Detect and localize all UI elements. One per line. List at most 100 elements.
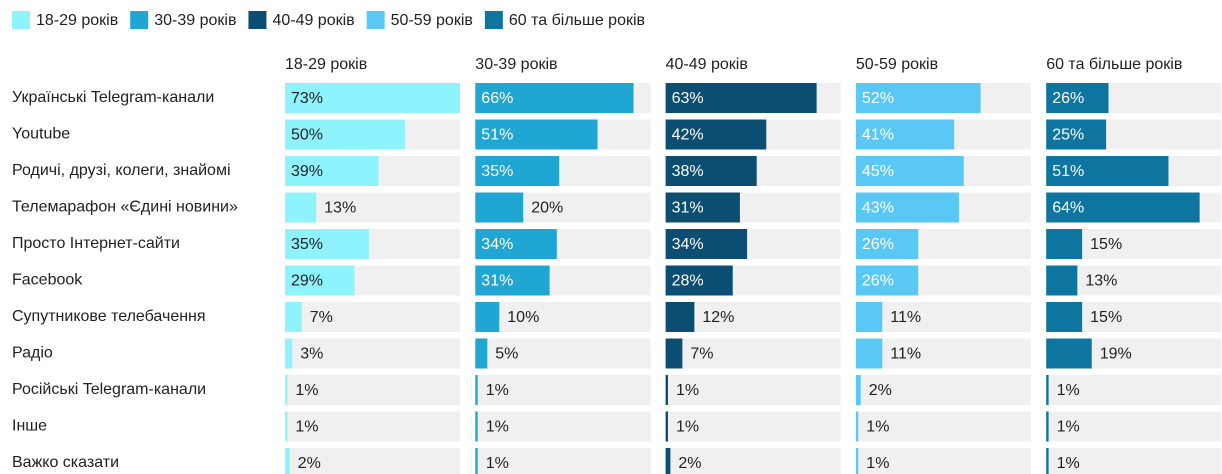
bar-background xyxy=(855,411,1031,442)
bar xyxy=(1046,192,1200,223)
bar xyxy=(1046,411,1049,442)
bar xyxy=(665,375,668,405)
value-label: 15% xyxy=(1090,309,1122,326)
category-label: Супутникове телебачення xyxy=(12,308,206,325)
value-label: 1% xyxy=(486,455,509,472)
legend-label: 30-39 років xyxy=(154,12,236,29)
legend-label: 50-59 років xyxy=(391,12,473,29)
column-header: 18-29 років xyxy=(285,56,367,73)
bar xyxy=(1046,338,1092,369)
value-label: 50% xyxy=(291,127,323,144)
value-label: 1% xyxy=(866,419,889,436)
value-label: 73% xyxy=(291,90,323,107)
value-label: 35% xyxy=(481,163,513,180)
legend-label: 60 та більше років xyxy=(509,12,645,29)
value-label: 1% xyxy=(295,382,318,399)
bar xyxy=(855,265,919,296)
category-label: Важко сказати xyxy=(12,454,119,471)
value-label: 11% xyxy=(890,309,921,326)
bar xyxy=(665,411,668,442)
value-label: 64% xyxy=(1052,200,1084,217)
value-label: 11% xyxy=(890,346,921,363)
value-label: 31% xyxy=(481,273,513,290)
bar xyxy=(285,375,288,405)
bar xyxy=(1046,229,1083,259)
bar xyxy=(665,448,671,474)
bar xyxy=(475,411,478,442)
bar xyxy=(475,375,478,405)
category-label: Інше xyxy=(12,418,47,435)
bar xyxy=(285,156,379,186)
bar xyxy=(1046,265,1078,296)
bar xyxy=(855,83,981,113)
bar xyxy=(665,83,817,113)
value-label: 1% xyxy=(486,419,509,436)
bar xyxy=(855,338,883,369)
value-label: 51% xyxy=(1052,163,1084,180)
value-label: 25% xyxy=(1052,127,1084,144)
bar-background xyxy=(855,448,1031,474)
value-label: 1% xyxy=(486,382,509,399)
legend-swatch xyxy=(130,11,149,29)
bar xyxy=(475,229,557,259)
value-label: 1% xyxy=(1057,382,1080,399)
bar xyxy=(475,119,598,150)
bar xyxy=(475,338,488,369)
bar-background xyxy=(665,375,841,405)
value-label: 28% xyxy=(672,273,704,290)
category-label: Youtube xyxy=(12,126,70,143)
category-label: Просто Інтернет-сайти xyxy=(12,235,180,252)
legend-label: 18-29 років xyxy=(36,12,118,29)
value-label: 63% xyxy=(672,90,704,107)
value-label: 1% xyxy=(1057,419,1080,436)
bar xyxy=(1046,302,1083,332)
column-header: 40-49 років xyxy=(666,56,748,73)
value-label: 31% xyxy=(672,200,704,217)
legend-swatch xyxy=(366,11,385,29)
category-label: Українські Telegram-канали xyxy=(12,89,214,106)
category-label: Facebook xyxy=(12,272,83,289)
bar xyxy=(855,156,964,186)
value-label: 38% xyxy=(672,163,704,180)
bar xyxy=(855,448,859,474)
column-header: 30-39 років xyxy=(475,56,557,73)
value-label: 2% xyxy=(678,455,701,472)
value-label: 52% xyxy=(862,90,894,107)
value-label: 13% xyxy=(1085,273,1117,290)
bar xyxy=(475,156,560,186)
bar xyxy=(1046,375,1049,405)
bar xyxy=(475,302,500,332)
legend-swatch xyxy=(484,11,503,29)
bar xyxy=(1046,156,1169,186)
bar xyxy=(475,192,524,223)
bar xyxy=(285,265,355,296)
value-label: 26% xyxy=(1052,90,1084,107)
bar xyxy=(285,119,405,150)
bar-background xyxy=(285,302,460,332)
bar-background xyxy=(855,302,1031,332)
value-label: 41% xyxy=(862,127,894,144)
legend-swatch xyxy=(248,11,267,29)
column-header: 60 та більше років xyxy=(1046,56,1182,73)
bar-background xyxy=(475,302,651,332)
bar-background xyxy=(665,302,841,332)
bar xyxy=(665,229,748,259)
value-label: 19% xyxy=(1100,346,1132,363)
value-label: 35% xyxy=(291,236,323,253)
value-label: 10% xyxy=(507,309,539,326)
bar xyxy=(855,411,859,442)
value-label: 42% xyxy=(672,127,704,144)
bar xyxy=(285,302,302,332)
bar xyxy=(855,302,883,332)
value-label: 3% xyxy=(300,346,323,363)
value-label: 26% xyxy=(862,273,894,290)
bar xyxy=(1046,119,1107,150)
bar-background xyxy=(285,338,460,369)
bar-background xyxy=(475,375,651,405)
bar xyxy=(285,192,317,223)
bar xyxy=(285,338,293,369)
bar xyxy=(665,302,695,332)
bar-background xyxy=(665,338,841,369)
bar-background xyxy=(475,448,651,474)
